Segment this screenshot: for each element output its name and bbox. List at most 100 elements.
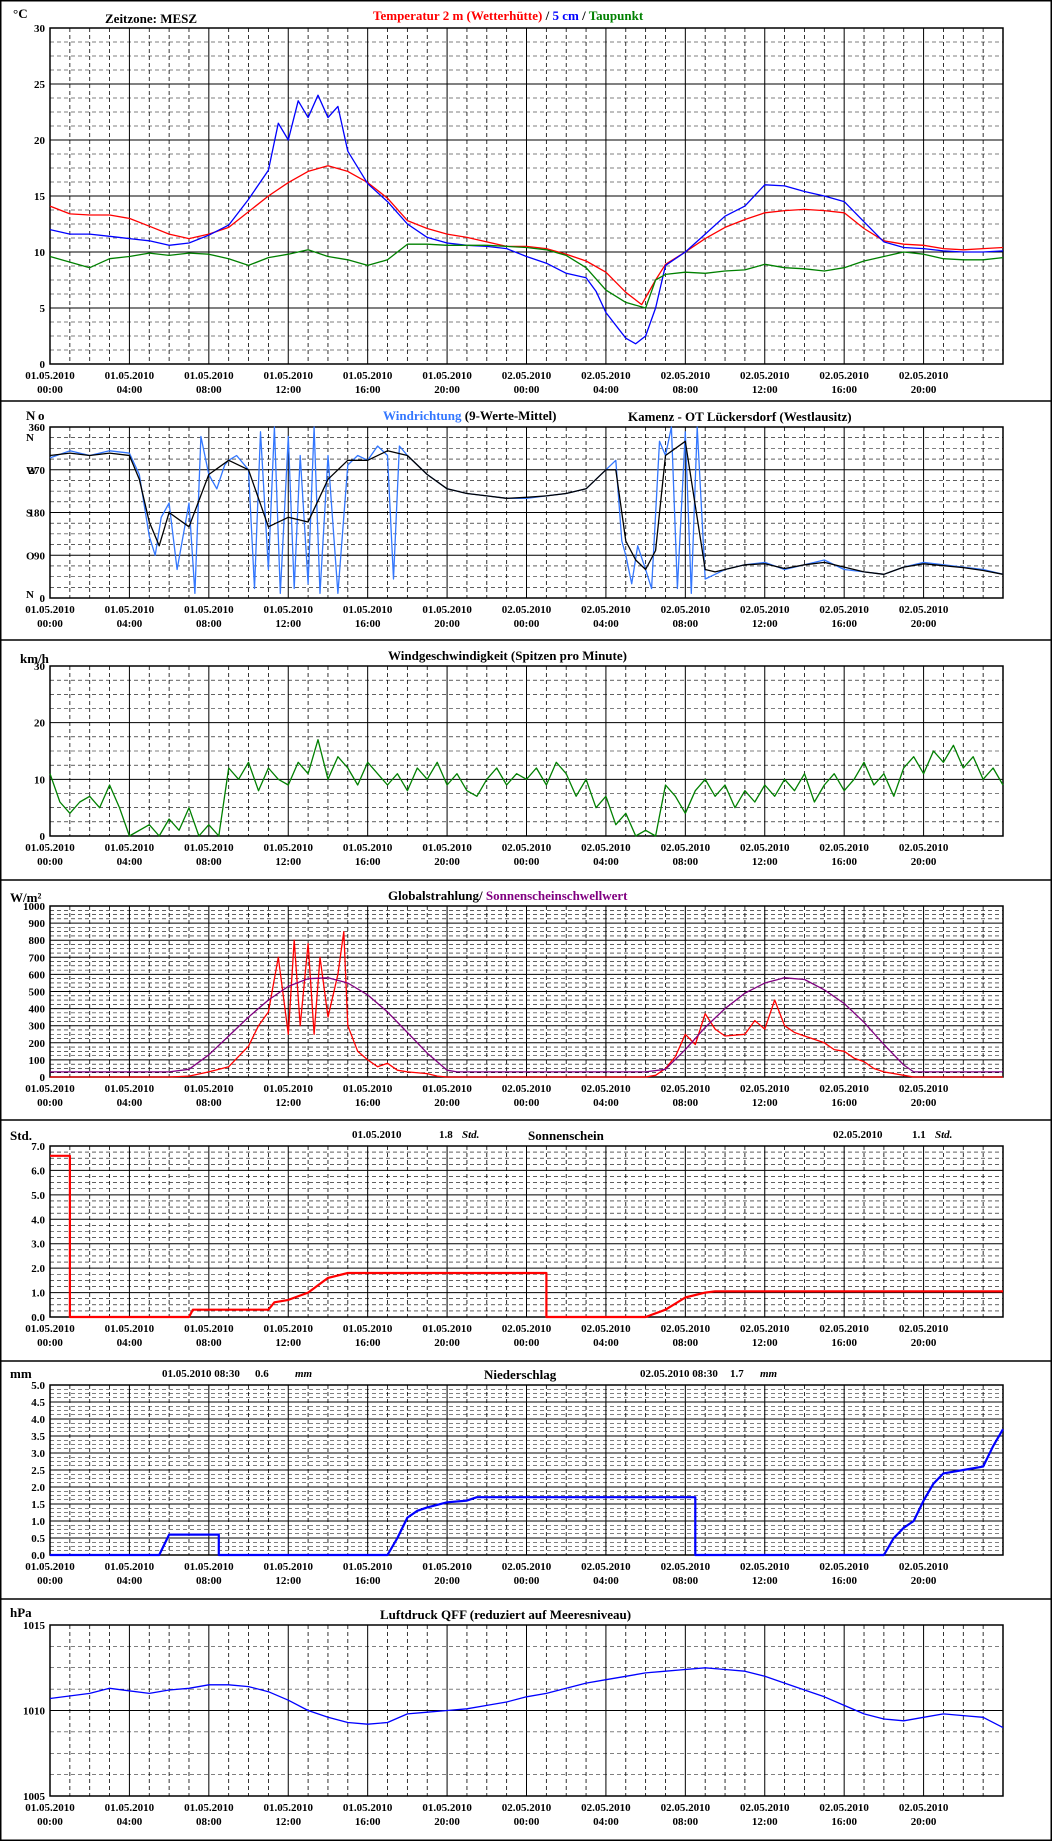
x-tick-date: 02.05.2010	[899, 604, 949, 616]
y-tick-label: 1010	[23, 1706, 46, 1718]
x-tick-time: 00:00	[37, 1575, 63, 1587]
y-tick-label: 1005	[23, 1791, 46, 1803]
timezone-label: Zeitzone: MESZ	[105, 11, 197, 26]
chart-pressure: 1005 1010 1015 Luftdruck QFF (reduziert auf…	[10, 1605, 1004, 1828]
y-tick-label: 2.0	[31, 1482, 45, 1494]
x-tick-time: 16:00	[831, 384, 857, 396]
chart-temperature: 0 5 10 15 20 25 30 Temperatur 2 m (Wetterhütte)…	[0, 6, 1052, 402]
x-tick-time: 12:00	[752, 1097, 778, 1109]
x-tick-time: 00:00	[37, 1337, 63, 1349]
x-tick-time: 08:00	[196, 1097, 222, 1109]
x-tick-time: 00:00	[514, 1575, 540, 1587]
y-tick-label: 15	[34, 191, 46, 203]
y-tick-label: 1000	[23, 901, 46, 913]
annotation-date: 02.05.2010 08:30	[640, 1368, 718, 1380]
x-tick-time: 00:00	[37, 618, 63, 630]
x-tick-date: 02.05.2010	[581, 1802, 631, 1814]
x-tick-date: 01.05.2010	[343, 1802, 393, 1814]
x-tick-time: 20:00	[434, 618, 460, 630]
x-tick-time: 16:00	[355, 856, 381, 868]
x-tick-time: 20:00	[911, 1337, 937, 1349]
y-tick-letter: N	[26, 432, 34, 444]
x-tick-date: 01.05.2010	[343, 842, 393, 854]
y-tick-label: 3.0	[31, 1448, 45, 1460]
x-tick-time: 16:00	[355, 1097, 381, 1109]
x-tick-time: 04:00	[117, 1337, 143, 1349]
annotation-date: 01.05.2010	[352, 1129, 402, 1141]
y-tick-label: 1.0	[31, 1516, 45, 1528]
annotation-date: 02.05.2010	[833, 1129, 883, 1141]
x-tick-date: 02.05.2010	[502, 1561, 552, 1573]
chart-radiation: 0 100 200 300 400 500 600 700 800 900 1000 Globalst…	[0, 888, 1052, 1121]
x-tick-time: 12:00	[275, 856, 301, 868]
x-tick-date: 02.05.2010	[581, 1083, 631, 1095]
unit-label: N	[26, 408, 36, 423]
x-tick-time: 08:00	[672, 856, 698, 868]
y-tick-label: 400	[29, 1004, 46, 1016]
y-tick-label: 2.0	[31, 1263, 45, 1275]
y-tick-label: 0	[40, 1072, 46, 1084]
y-tick-label: 0	[40, 593, 46, 605]
x-tick-time: 08:00	[196, 1816, 222, 1828]
y-tick-label: 200	[29, 1038, 46, 1050]
x-tick-time: 16:00	[355, 384, 381, 396]
x-tick-date: 01.05.2010	[343, 1083, 393, 1095]
x-tick-time: 00:00	[37, 856, 63, 868]
station-label: Kamenz - OT Lückersdorf (Westlausitz)	[628, 409, 852, 424]
series-line	[49, 739, 1004, 837]
x-tick-time: 20:00	[434, 384, 460, 396]
x-tick-time: 20:00	[434, 1337, 460, 1349]
y-tick-label: 360	[29, 422, 46, 434]
x-tick-date: 02.05.2010	[661, 1323, 711, 1335]
y-tick-label: 100	[29, 1055, 46, 1067]
x-tick-date: 01.05.2010	[184, 370, 234, 382]
annotation-unit: Std.	[462, 1129, 479, 1141]
x-tick-date: 01.05.2010	[184, 842, 234, 854]
x-tick-date: 02.05.2010	[581, 370, 631, 382]
annotation-unit: mm	[295, 1368, 313, 1380]
y-tick-label: 30	[34, 661, 46, 673]
x-tick-date: 02.05.2010	[819, 604, 869, 616]
y-tick-letter: W	[26, 465, 37, 477]
y-tick-label: 180	[29, 508, 46, 520]
x-tick-date: 02.05.2010	[899, 1083, 949, 1095]
annotation-unit: Std.	[935, 1129, 952, 1141]
y-tick-label: 0.5	[31, 1533, 45, 1545]
series-line	[50, 977, 1003, 1073]
series-line	[49, 243, 1004, 309]
x-tick-time: 20:00	[434, 1575, 460, 1587]
x-tick-date: 02.05.2010	[740, 370, 790, 382]
x-tick-time: 12:00	[752, 856, 778, 868]
x-tick-time: 20:00	[434, 856, 460, 868]
x-tick-date: 02.05.2010	[740, 1561, 790, 1573]
unit-label: km/h	[20, 651, 50, 666]
title-part: Sonnenscheinschwellwert	[486, 888, 628, 903]
x-tick-date: 01.05.2010	[264, 604, 314, 616]
x-tick-date: 01.05.2010	[343, 1323, 393, 1335]
chart-windspeed: 0 10 20 30 Windgeschwindigkeit (Spitzen pro …	[0, 648, 1052, 881]
x-tick-date: 01.05.2010	[25, 842, 75, 854]
y-tick-label: 300	[29, 1021, 46, 1033]
x-tick-date: 02.05.2010	[661, 1802, 711, 1814]
unit-label: °C	[13, 6, 28, 21]
x-tick-date: 02.05.2010	[581, 842, 631, 854]
x-tick-time: 04:00	[117, 618, 143, 630]
y-tick-label: 500	[29, 987, 46, 999]
x-tick-date: 01.05.2010	[105, 1083, 155, 1095]
annotation-value: 1.7	[730, 1368, 744, 1380]
chart-title: Globalstrahlung/ Sonnenscheinschwellwert	[388, 888, 628, 903]
chart-precipitation: 0.0 0.5 1.0 1.5 2.0 2.5 3.0 3.5 4.0 4.5 5.0 Nieders…	[0, 1366, 1052, 1600]
x-tick-time: 04:00	[593, 1575, 619, 1587]
series-line	[49, 94, 1004, 345]
x-tick-date: 01.05.2010	[343, 1561, 393, 1573]
x-tick-date: 02.05.2010	[740, 1323, 790, 1335]
y-tick-label: 0	[40, 831, 46, 843]
y-tick-label: 0	[40, 359, 46, 371]
annotation-value: 1.8	[439, 1129, 453, 1141]
series-line	[50, 930, 1003, 1078]
annotation-date: 01.05.2010 08:30	[162, 1368, 240, 1380]
x-tick-date: 02.05.2010	[502, 1802, 552, 1814]
x-tick-time: 12:00	[275, 618, 301, 630]
title-part: Luftdruck QFF (reduziert auf Meeresnivea…	[380, 1607, 631, 1622]
